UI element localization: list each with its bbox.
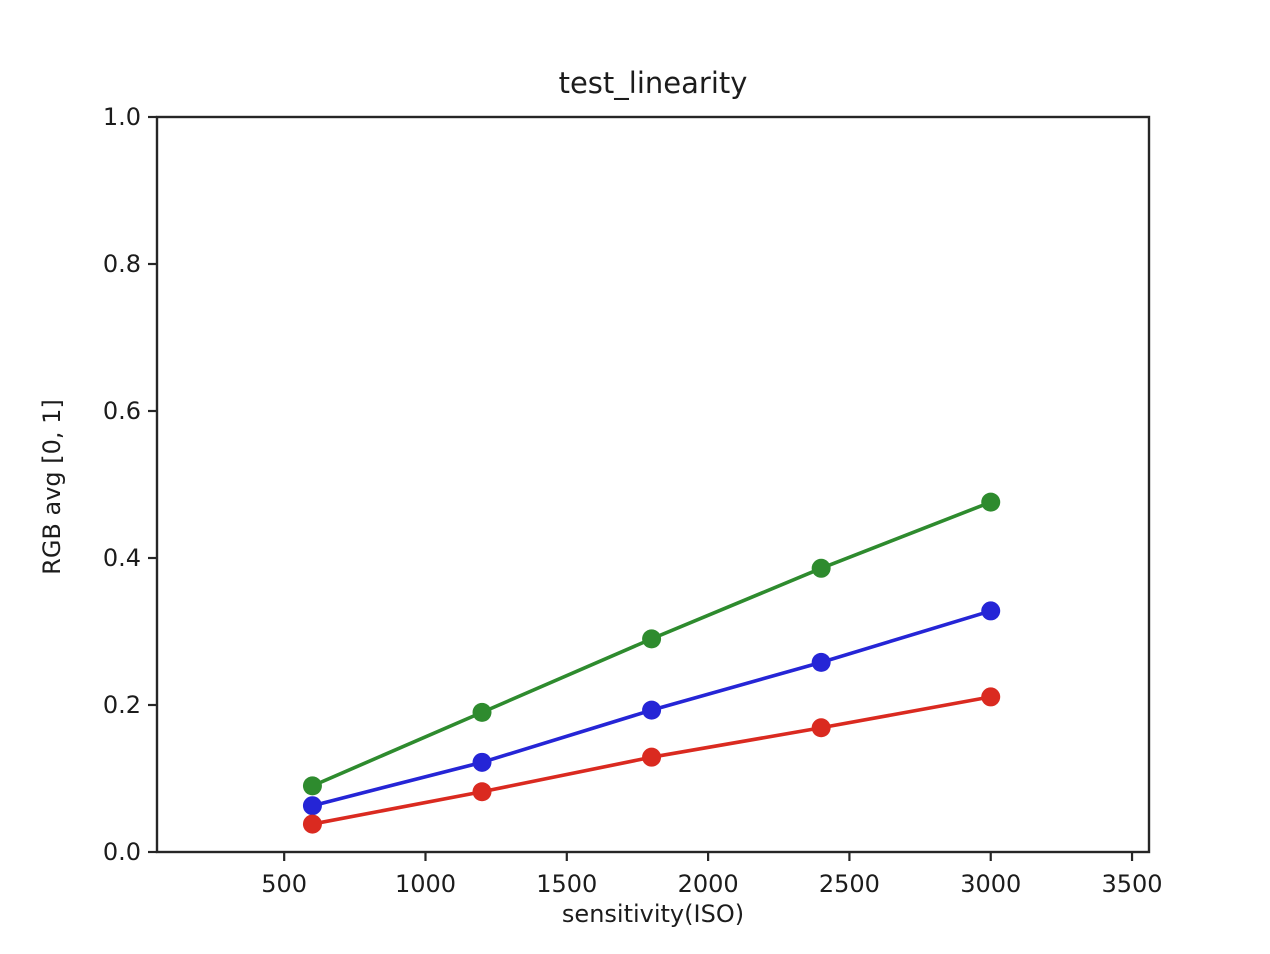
blue-channel-marker: [811, 652, 831, 672]
red-channel-marker: [981, 687, 1001, 707]
blue-channel-marker: [642, 700, 662, 720]
x-tick-label: 3000: [960, 870, 1021, 898]
x-tick-label: 3500: [1102, 870, 1163, 898]
x-tick-label: 500: [261, 870, 307, 898]
y-tick-label: 0.0: [103, 838, 141, 866]
y-tick-label: 0.2: [103, 691, 141, 719]
plot-box: [155, 115, 1151, 854]
red-channel-marker: [472, 782, 492, 802]
y-axis-label: RGB avg [0, 1]: [38, 399, 66, 575]
green-channel-marker: [811, 558, 831, 578]
green-channel-marker: [302, 776, 322, 796]
x-tick-label: 1000: [395, 870, 456, 898]
green-channel-marker: [642, 629, 662, 649]
green-channel-marker: [981, 492, 1001, 512]
blue-channel-marker: [472, 752, 492, 772]
green-channel-marker: [472, 702, 492, 722]
y-tick-label: 0.4: [103, 544, 141, 572]
red-channel-marker: [302, 814, 322, 834]
x-tick-label: 2000: [678, 870, 739, 898]
chart-title: test_linearity: [558, 66, 748, 100]
x-tick-label: 2500: [819, 870, 880, 898]
y-tick-label: 0.6: [103, 397, 141, 425]
x-axis-label: sensitivity(ISO): [561, 900, 745, 928]
y-tick-label: 1.0: [103, 103, 141, 131]
red-channel-marker: [642, 747, 662, 767]
blue-channel-marker: [302, 796, 322, 816]
blue-channel-marker: [981, 601, 1001, 621]
y-tick-label: 0.8: [103, 250, 141, 278]
red-channel-marker: [811, 718, 831, 738]
x-tick-label: 1500: [536, 870, 597, 898]
